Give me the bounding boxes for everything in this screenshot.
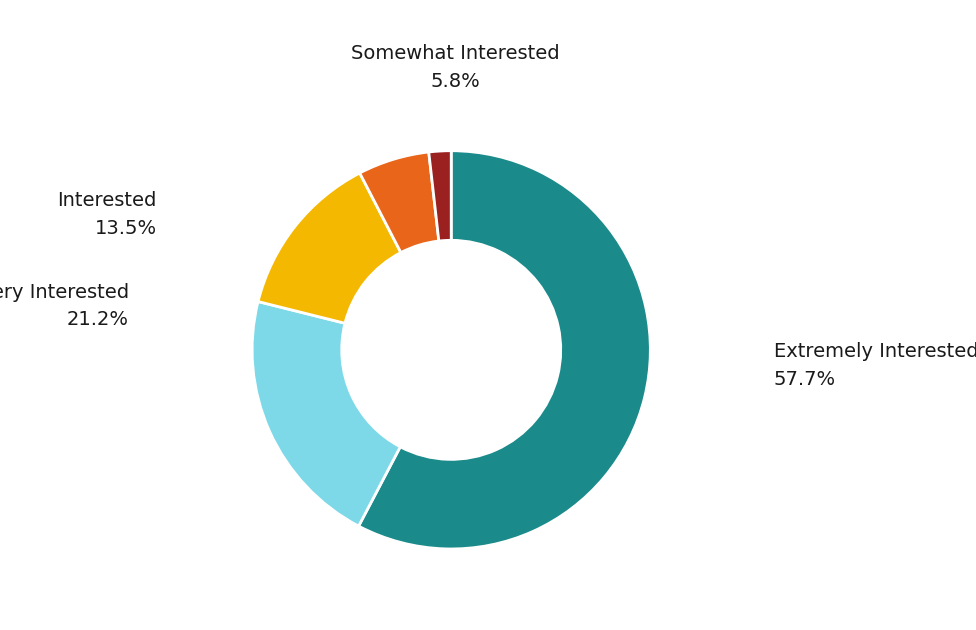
Wedge shape xyxy=(252,302,400,526)
Wedge shape xyxy=(360,152,439,253)
Wedge shape xyxy=(358,151,650,549)
Text: 21.2%: 21.2% xyxy=(66,311,129,329)
Text: 5.8%: 5.8% xyxy=(430,72,480,91)
Wedge shape xyxy=(428,151,451,241)
Wedge shape xyxy=(258,173,401,323)
Text: Interested: Interested xyxy=(58,191,156,210)
Text: Somewhat Interested: Somewhat Interested xyxy=(351,43,559,62)
Text: 13.5%: 13.5% xyxy=(95,219,156,238)
Text: Very Interested: Very Interested xyxy=(0,283,129,302)
Text: 57.7%: 57.7% xyxy=(774,370,835,389)
Text: Extremely Interested: Extremely Interested xyxy=(774,342,976,362)
